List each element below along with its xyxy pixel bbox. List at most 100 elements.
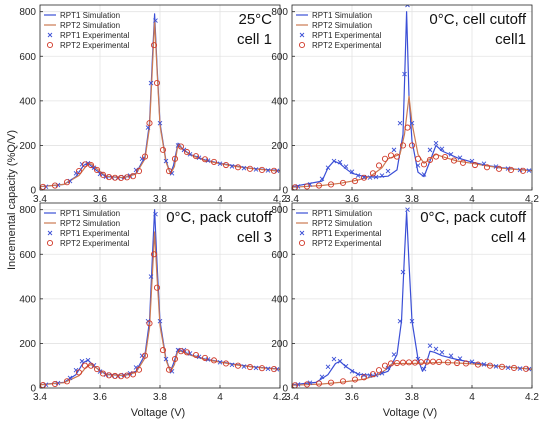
data-point-o-marker — [387, 152, 395, 159]
data-point-o-marker — [183, 349, 191, 356]
data-point-o-marker — [93, 166, 101, 173]
y-tick-label: 400 — [19, 294, 36, 305]
legend-entry-label: RPT2 Simulation — [60, 21, 120, 30]
legend-swatch-x — [47, 230, 53, 236]
x-tick-label: 4.2 — [525, 194, 539, 205]
data-point-x-marker — [205, 357, 211, 362]
data-point-x-marker — [229, 164, 235, 169]
data-point-o-marker — [471, 161, 479, 169]
data-point-x-marker — [405, 5, 410, 8]
data-point-x-marker — [97, 369, 103, 374]
data-point-x-marker — [409, 120, 415, 126]
data-point-x-marker — [493, 364, 499, 369]
data-point-x-marker — [79, 358, 85, 364]
x-tick-label: 3.4 — [285, 392, 299, 403]
data-point-o-marker — [351, 376, 359, 383]
data-point-o-marker — [405, 359, 413, 366]
data-point-x-marker — [319, 176, 325, 182]
data-point-x-marker — [337, 358, 343, 364]
x-tick-label: 4.2 — [525, 392, 539, 403]
data-point-o-marker — [450, 157, 458, 164]
data-point-x-marker — [448, 353, 454, 358]
data-point-x-marker — [367, 373, 373, 378]
data-point-o-marker — [153, 79, 161, 87]
series-group — [292, 5, 532, 190]
data-point-x-marker — [205, 158, 211, 163]
data-point-x-marker — [331, 158, 337, 164]
data-point-o-marker — [393, 359, 401, 367]
legend-entry-label: RPT1 Experimental — [312, 31, 382, 40]
data-point-o-marker — [99, 370, 107, 377]
data-point-o-marker — [507, 166, 515, 173]
data-point-o-marker — [63, 378, 71, 385]
y-tick-label: 600 — [19, 250, 36, 261]
data-point-o-marker — [510, 364, 518, 371]
data-point-x-marker — [148, 274, 154, 279]
data-point-o-marker — [432, 153, 440, 160]
data-point-x-marker — [265, 168, 271, 173]
y-tick-label: 0 — [30, 186, 36, 197]
data-point-x-marker — [391, 147, 397, 153]
x-tick-label: 3.8 — [153, 194, 167, 205]
data-point-o-marker — [375, 162, 383, 169]
legend-entry-label: RPT1 Simulation — [60, 209, 120, 218]
data-point-o-marker — [210, 357, 218, 364]
data-point-o-marker — [393, 153, 401, 160]
data-point-o-marker — [303, 183, 311, 190]
legend-entry-label: RPT1 Experimental — [60, 229, 130, 238]
data-point-x-marker — [505, 166, 511, 171]
data-point-o-marker — [177, 143, 185, 150]
data-point-o-marker — [210, 158, 218, 165]
data-point-x-marker — [448, 152, 454, 157]
data-point-o-marker — [150, 251, 158, 258]
data-point-o-marker — [63, 179, 71, 186]
data-point-x-marker — [265, 366, 271, 372]
data-point-o-marker — [51, 182, 59, 189]
data-point-o-marker — [486, 362, 494, 369]
data-point-x-marker — [469, 359, 475, 365]
data-point-x-marker — [196, 155, 202, 160]
data-point-x-marker — [439, 146, 445, 152]
data-point-o-marker — [165, 168, 173, 175]
data-point-o-marker — [246, 363, 254, 371]
data-point-x-marker — [253, 365, 259, 371]
data-point-x-marker — [493, 164, 499, 169]
data-point-o-marker — [369, 371, 377, 378]
data-point-x-marker — [145, 125, 151, 130]
series-line-1 — [292, 11, 532, 188]
data-point-o-marker — [483, 164, 491, 171]
legend-entry-label: RPT1 Simulation — [312, 209, 372, 218]
x-tick-label: 3.4 — [33, 194, 47, 205]
y-tick-label: 800 — [271, 7, 288, 18]
data-point-x-marker — [325, 165, 331, 171]
data-point-o-marker — [123, 372, 131, 379]
data-point-x-marker — [405, 207, 410, 213]
data-point-x-marker — [229, 362, 235, 368]
x-tick-label: 4 — [217, 194, 223, 205]
data-point-o-marker — [429, 358, 437, 365]
data-point-x-marker — [415, 163, 421, 168]
data-point-o-marker — [146, 120, 153, 127]
y-tick-label: 800 — [271, 205, 288, 216]
data-point-o-marker — [111, 372, 119, 380]
series-group — [292, 207, 532, 388]
data-point-x-marker — [73, 170, 79, 176]
y-tick-label: 600 — [19, 52, 36, 63]
panel-annotation-line-2: cell1 — [495, 31, 526, 48]
data-point-x-marker — [481, 362, 487, 367]
data-point-o-marker — [327, 379, 335, 386]
data-point-x-marker — [427, 343, 433, 348]
data-point-x-marker — [196, 354, 202, 360]
y-tick-label: 600 — [271, 250, 288, 261]
data-point-x-marker — [469, 158, 475, 164]
legend-entry-label: RPT1 Simulation — [312, 11, 372, 20]
data-point-x-marker — [133, 365, 139, 370]
